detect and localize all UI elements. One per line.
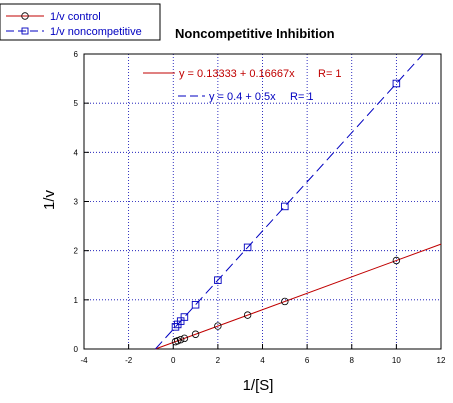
y-tick-label: 2 xyxy=(74,247,79,256)
y-tick-label: 6 xyxy=(74,50,79,59)
x-tick-label: 12 xyxy=(437,356,446,365)
fit-equation-noncompetitive: y = 0.4 + 0.5x xyxy=(209,91,276,103)
x-tick-label: 10 xyxy=(392,356,401,365)
fit-equation-control: y = 0.13333 + 0.16667x xyxy=(179,68,295,80)
data-markers xyxy=(171,79,401,346)
x-tick-label: 6 xyxy=(305,356,310,365)
data-point-control xyxy=(191,330,200,338)
data-point-control xyxy=(392,256,401,265)
legend-label-noncompetitive: 1/v noncompetitive xyxy=(50,26,142,38)
y-tick-label: 0 xyxy=(74,345,79,354)
x-tick-label: -4 xyxy=(80,356,88,365)
data-point-noncompetitive xyxy=(180,313,189,321)
data-point-control xyxy=(176,335,185,344)
data-point-noncompetitive xyxy=(214,276,222,284)
data-point-noncompetitive xyxy=(191,301,200,309)
fit-r-control: R= 1 xyxy=(318,68,342,80)
x-tick-label: 0 xyxy=(171,356,176,365)
data-point-noncompetitive xyxy=(392,79,401,88)
data-point-control xyxy=(243,311,252,319)
y-tick-label: 3 xyxy=(74,198,79,207)
fit-line-noncompetitive xyxy=(155,53,424,350)
fit-annotation-noncompetitive: y = 0.4 + 0.5x R= 1 xyxy=(178,91,314,103)
grid-lines xyxy=(84,54,441,349)
x-tick-label: 2 xyxy=(216,356,221,365)
legend-swatch-control-marker xyxy=(21,12,29,20)
x-axis-label: 1/[S] xyxy=(243,377,274,394)
legend: 1/v control 1/v noncompetitive xyxy=(0,3,161,41)
x-tick-label: 4 xyxy=(260,356,265,365)
legend-swatch-noncompetitive-marker xyxy=(21,27,29,35)
fit-annotation-control: y = 0.13333 + 0.16667x R= 1 xyxy=(143,68,342,80)
data-point-control xyxy=(180,334,189,343)
data-point-noncompetitive xyxy=(281,202,289,211)
fit-r-noncompetitive: R= 1 xyxy=(290,91,314,103)
x-tick-label: 8 xyxy=(350,356,355,365)
y-tick-label: 1 xyxy=(74,296,79,305)
chart-title: Noncompetitive Inhibition xyxy=(175,26,335,41)
data-point-noncompetitive xyxy=(171,323,180,331)
x-tick-label: -2 xyxy=(125,356,133,365)
y-axis-label: 1/v xyxy=(41,189,58,210)
data-point-noncompetitive xyxy=(243,243,252,252)
y-tick-label: 4 xyxy=(74,148,79,157)
data-point-control xyxy=(214,322,222,330)
data-point-control xyxy=(281,297,289,306)
legend-label-control: 1/v control xyxy=(50,11,101,23)
y-tick-label: 5 xyxy=(74,99,79,108)
